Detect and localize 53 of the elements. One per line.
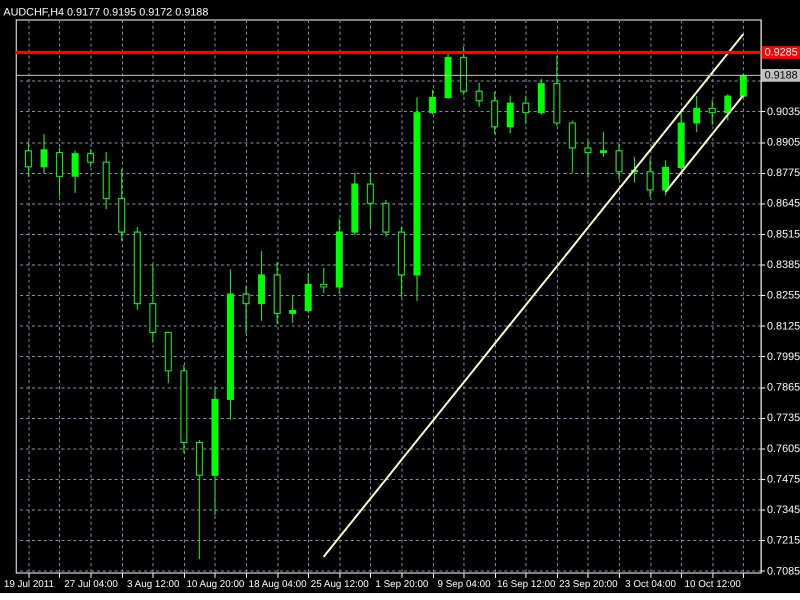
y-tick-label: 0.8515 [767, 228, 800, 240]
x-tick-label: 9 Sep 04:00 [438, 578, 492, 590]
x-tick-label: 25 Aug 12:00 [310, 578, 370, 590]
candlestick [662, 160, 670, 196]
candlestick [584, 138, 592, 178]
candlestick [616, 144, 622, 180]
ref-line-label: 0.9188 [764, 69, 798, 82]
x-tick-label: 3 Oct 04:00 [625, 578, 676, 590]
x-tick-label: 10 Aug 20:00 [186, 578, 245, 590]
candlestick [366, 172, 374, 228]
x-tick-label: 16 Sep 12:00 [496, 578, 556, 590]
y-tick-label: 0.8385 [767, 258, 800, 271]
candlestick [429, 89, 436, 115]
candlestick [646, 158, 654, 198]
y-tick-label: 0.8905 [767, 136, 800, 148]
y-tick-label: 0.7345 [767, 504, 800, 516]
chart-title: AUDCHF,H4 0.9177 0.9195 0.9172 0.9188 [3, 6, 208, 19]
candlestick [476, 82, 483, 108]
candlestick [522, 95, 530, 125]
candlestick [72, 150, 78, 194]
candlestick [693, 96, 700, 133]
line-series [322, 33, 744, 558]
y-tick-label: 0.7735 [767, 412, 800, 424]
x-tick-label: 3 Aug 12:00 [127, 578, 180, 590]
y-tick-label: 0.7995 [767, 350, 800, 363]
candlestick [87, 148, 94, 168]
y-tick-label: 0.9035 [767, 106, 800, 118]
y-tick-label: 0.8255 [767, 290, 800, 302]
y-tick-label: 0.8775 [767, 167, 800, 180]
y-tick-label: 0.8645 [767, 198, 800, 210]
candlestick [24, 140, 32, 178]
candlestick [40, 134, 48, 174]
x-tick-label: 19 Jul 2011 [4, 578, 54, 590]
candlestick [289, 294, 296, 324]
candlestick [600, 132, 607, 158]
line-series [664, 94, 744, 193]
candlestick [242, 286, 250, 334]
x-tick-label: 1 Sep 20:00 [375, 578, 429, 590]
ref-line-label: 0.9285 [764, 46, 798, 58]
y-tick-label: 0.7085 [767, 565, 800, 578]
x-tick-label: 27 Jul 04:00 [64, 578, 118, 590]
y-tick-label: 0.7475 [767, 473, 800, 486]
candlestick [708, 100, 716, 126]
candlestick [56, 147, 63, 197]
y-tick-label: 0.7215 [767, 534, 800, 547]
y-tick-label: 0.7865 [767, 382, 800, 394]
candlestick [320, 267, 328, 294]
candlestick [506, 95, 514, 134]
y-tick-label: 0.8125 [767, 320, 800, 332]
x-tick-label: 23 Sep 20:00 [559, 578, 618, 590]
x-tick-label: 18 Aug 04:00 [248, 578, 308, 590]
y-tick-label: 0.7605 [767, 442, 800, 455]
x-tick-label: 10 Oct 12:00 [684, 578, 742, 590]
